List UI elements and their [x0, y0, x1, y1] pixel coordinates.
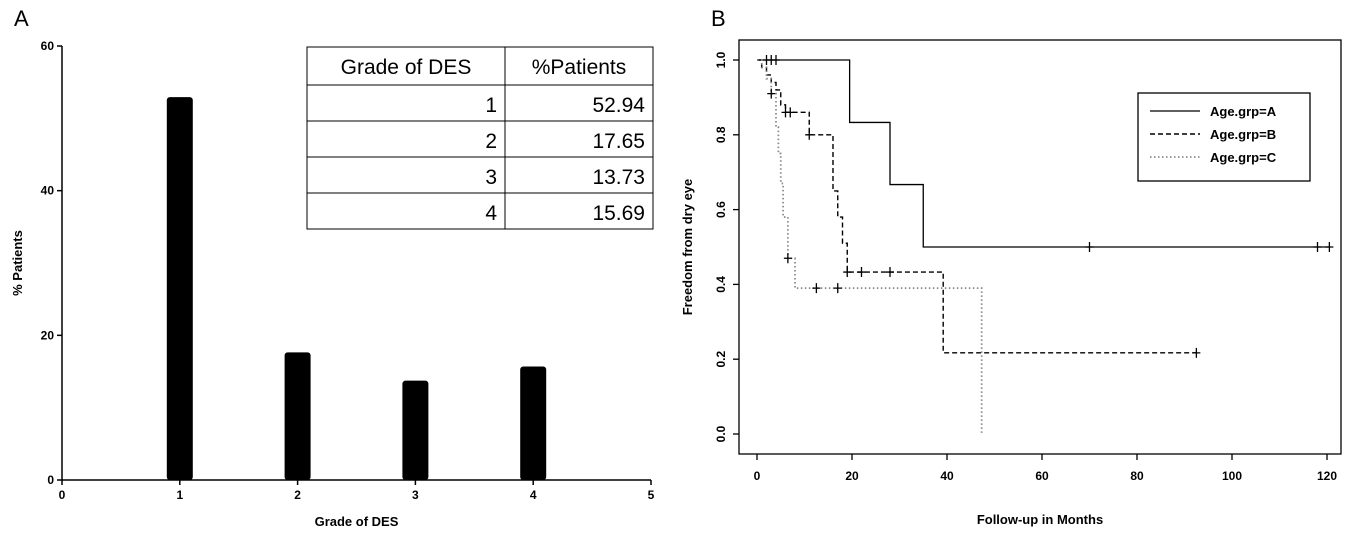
panel-b-letter: B	[711, 6, 726, 31]
censor-mark	[886, 267, 894, 278]
series-line-Age.grp=C	[757, 59, 983, 434]
x-axis-title: Grade of DES	[315, 514, 399, 529]
censor-mark	[783, 253, 792, 264]
x-tick-label: 80	[1130, 469, 1144, 483]
x-tick-label: 3	[412, 488, 419, 502]
censor-mark	[786, 107, 795, 118]
table-header-percent: %Patients	[532, 56, 627, 79]
censor-mark	[805, 129, 814, 140]
y-axis-title: % Patients	[10, 230, 25, 296]
y-axis-title: Freedom from dry eye	[680, 179, 695, 316]
censor-mark	[812, 283, 821, 294]
x-tick-label: 120	[1317, 469, 1337, 483]
censor-mark	[767, 88, 776, 99]
table-header-grade: Grade of DES	[341, 56, 472, 79]
x-tick-label: 60	[1035, 469, 1049, 483]
censor-mark	[1313, 242, 1322, 252]
censor-mark	[772, 55, 780, 65]
x-tick-label: 20	[845, 469, 859, 483]
y-tick-label: 0.4	[714, 276, 728, 293]
table-cell-percent: 52.94	[592, 94, 645, 117]
x-tick-label: 4	[530, 488, 537, 502]
plot-frame	[738, 39, 1342, 455]
censor-mark	[1325, 242, 1334, 252]
legend-label: Age.grp=A	[1210, 104, 1277, 119]
censor-mark	[843, 267, 852, 278]
series-line-Age.grp=A	[757, 59, 1330, 248]
table-cell-percent: 17.65	[592, 130, 645, 153]
y-tick-label: 0	[47, 473, 54, 487]
y-tick-label: 0.6	[714, 201, 728, 218]
bar-grade-2	[284, 352, 311, 480]
bar-grade-3	[402, 380, 429, 480]
table-cell-percent: 13.73	[592, 166, 645, 189]
x-tick-label: 100	[1222, 469, 1242, 483]
y-tick-label: 0.0	[714, 425, 728, 442]
x-tick-label: 0	[59, 488, 66, 502]
censor-mark	[1085, 242, 1094, 252]
y-tick-label: 40	[41, 184, 55, 198]
data-table-frame	[306, 46, 654, 230]
table-cell-grade: 2	[485, 130, 497, 153]
panel-a-letter: A	[14, 6, 29, 31]
y-tick-label: 0.8	[714, 126, 728, 143]
x-axis-title: Follow-up in Months	[977, 512, 1103, 527]
legend-label: Age.grp=C	[1210, 150, 1277, 165]
legend-box	[1137, 92, 1311, 182]
y-tick-label: 0.2	[714, 351, 728, 368]
x-tick-label: 1	[176, 488, 183, 502]
table-cell-grade: 3	[485, 166, 497, 189]
censor-mark	[833, 283, 842, 294]
table-cell-percent: 15.69	[592, 202, 645, 225]
x-tick-label: 40	[940, 469, 954, 483]
x-tick-label: 5	[648, 488, 655, 502]
y-tick-label: 60	[41, 39, 55, 53]
table-cell-grade: 1	[485, 94, 497, 117]
censor-mark	[857, 267, 866, 278]
y-tick-label: 1.0	[714, 51, 728, 68]
bar-grade-1	[166, 97, 193, 481]
bar-grade-4	[520, 366, 547, 480]
legend-label: Age.grp=B	[1210, 127, 1276, 142]
series-line-Age.grp=B	[757, 59, 1197, 354]
censor-mark	[1192, 347, 1201, 358]
x-tick-label: 2	[294, 488, 301, 502]
y-tick-label: 20	[41, 328, 55, 342]
bar-chart-grade-of-des: 0 20 40 60 0 1 2 3 4 5 Grade of DES % Patients Grade…	[10, 39, 655, 529]
table-cell-grade: 4	[485, 202, 497, 225]
x-tick-label: 0	[754, 469, 761, 483]
